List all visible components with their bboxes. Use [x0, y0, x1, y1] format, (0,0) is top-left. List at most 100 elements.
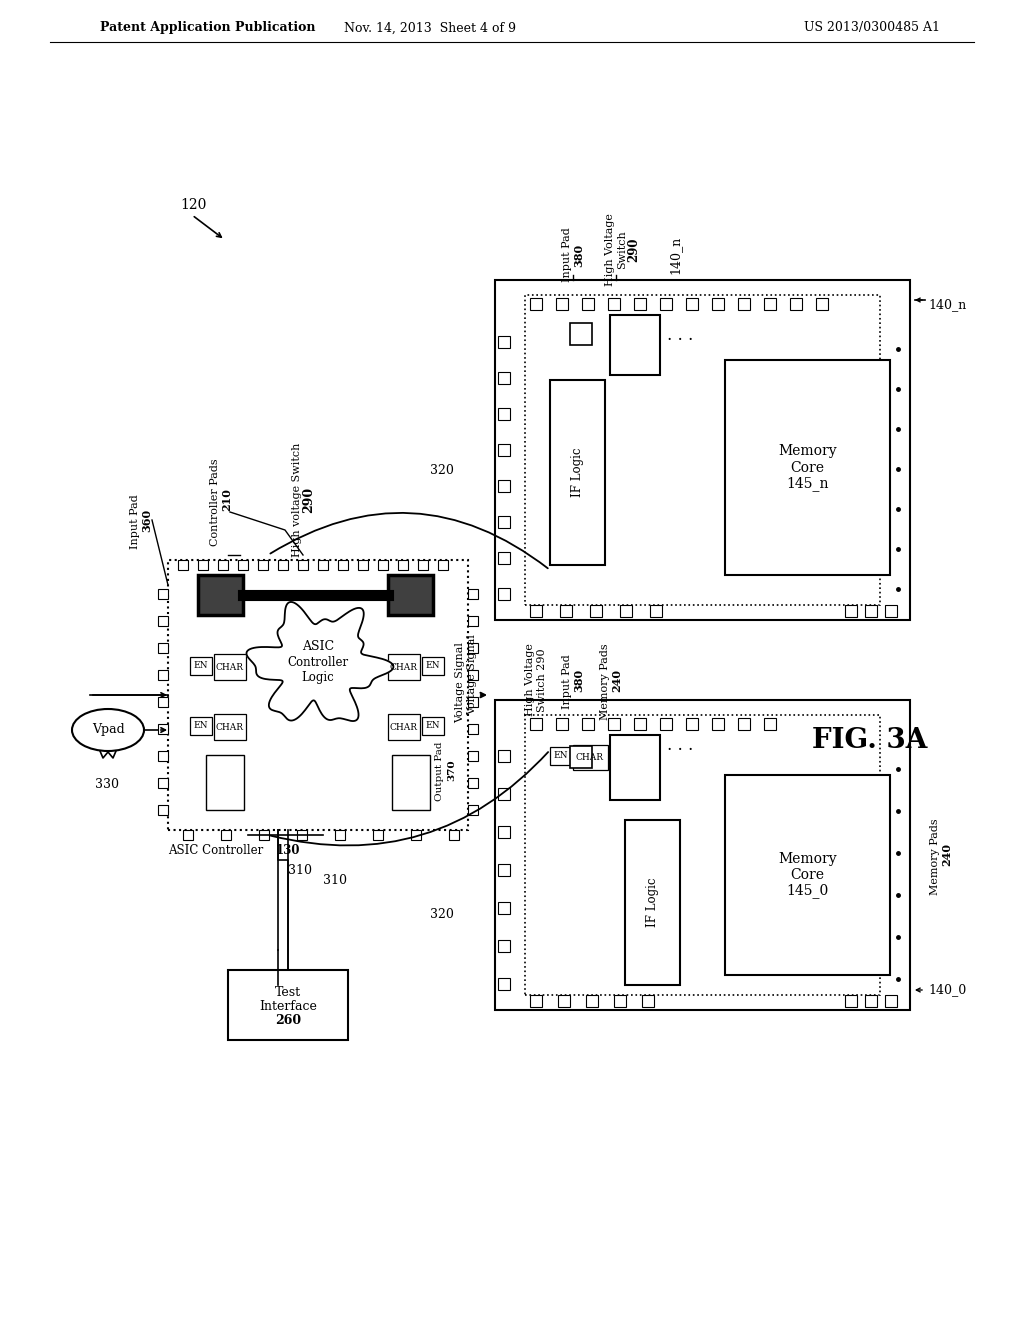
- Bar: [498, 552, 510, 564]
- Bar: [498, 337, 510, 348]
- Bar: [468, 697, 478, 708]
- Bar: [418, 560, 428, 570]
- Bar: [556, 298, 568, 310]
- Bar: [712, 718, 724, 730]
- Bar: [660, 718, 672, 730]
- Bar: [422, 717, 444, 735]
- Text: 360: 360: [141, 508, 153, 532]
- Bar: [198, 560, 208, 570]
- Text: Voltage Signal: Voltage Signal: [455, 643, 465, 723]
- Bar: [438, 560, 449, 570]
- Text: Vpad: Vpad: [91, 723, 124, 737]
- Bar: [498, 444, 510, 455]
- Text: CHAR: CHAR: [216, 663, 244, 672]
- Bar: [495, 700, 910, 1010]
- Bar: [158, 805, 168, 814]
- Bar: [221, 830, 231, 840]
- Text: 320: 320: [430, 908, 454, 921]
- Text: 140_n: 140_n: [669, 236, 682, 275]
- Text: 310: 310: [323, 874, 347, 887]
- Bar: [238, 560, 248, 570]
- Text: CHAR: CHAR: [390, 663, 418, 672]
- Bar: [764, 298, 776, 310]
- Bar: [498, 372, 510, 384]
- Bar: [498, 902, 510, 913]
- Text: 320: 320: [430, 463, 454, 477]
- Bar: [158, 777, 168, 788]
- Text: ASIC: ASIC: [302, 640, 334, 653]
- Text: EN: EN: [554, 751, 568, 760]
- Bar: [530, 995, 542, 1007]
- Bar: [865, 605, 877, 616]
- Text: 260: 260: [274, 1015, 301, 1027]
- Text: US 2013/0300485 A1: US 2013/0300485 A1: [804, 21, 940, 34]
- Bar: [468, 777, 478, 788]
- Bar: [498, 978, 510, 990]
- Bar: [388, 653, 420, 680]
- Text: Test: Test: [274, 986, 301, 999]
- Bar: [498, 408, 510, 420]
- Text: 240: 240: [611, 668, 623, 692]
- Bar: [738, 298, 750, 310]
- Text: Memory Pads: Memory Pads: [600, 640, 610, 721]
- Text: Core: Core: [791, 461, 824, 474]
- Text: Controller Pads: Controller Pads: [210, 454, 220, 545]
- Bar: [468, 589, 478, 599]
- Bar: [610, 315, 660, 375]
- Text: 130: 130: [276, 843, 300, 857]
- Text: ASIC Controller: ASIC Controller: [168, 843, 267, 857]
- Text: CHAR: CHAR: [575, 754, 604, 763]
- Text: 145_0: 145_0: [786, 883, 828, 899]
- Bar: [449, 830, 459, 840]
- Polygon shape: [247, 602, 393, 721]
- Text: Nov. 14, 2013  Sheet 4 of 9: Nov. 14, 2013 Sheet 4 of 9: [344, 21, 516, 34]
- Bar: [885, 995, 897, 1007]
- Bar: [468, 805, 478, 814]
- Bar: [278, 560, 288, 570]
- Bar: [206, 755, 244, 810]
- Bar: [620, 605, 632, 616]
- Bar: [214, 714, 246, 741]
- Bar: [816, 298, 828, 310]
- Text: Switch: Switch: [617, 231, 627, 269]
- Text: 330: 330: [95, 779, 119, 792]
- Bar: [790, 298, 802, 310]
- Text: Memory: Memory: [778, 851, 837, 866]
- Bar: [498, 865, 510, 876]
- Bar: [885, 605, 897, 616]
- Bar: [634, 298, 646, 310]
- Bar: [388, 714, 420, 741]
- Bar: [183, 830, 193, 840]
- Bar: [634, 718, 646, 730]
- Bar: [198, 576, 243, 615]
- Bar: [373, 830, 383, 840]
- Bar: [550, 380, 605, 565]
- Bar: [498, 587, 510, 601]
- Bar: [686, 718, 698, 730]
- Bar: [570, 746, 592, 768]
- Bar: [590, 605, 602, 616]
- Bar: [865, 995, 877, 1007]
- Bar: [650, 605, 662, 616]
- Text: 310: 310: [288, 863, 312, 876]
- Bar: [388, 576, 433, 615]
- Bar: [550, 747, 572, 766]
- Bar: [411, 830, 421, 840]
- Text: Interface: Interface: [259, 1001, 317, 1014]
- Bar: [530, 718, 542, 730]
- Text: Input Pad: Input Pad: [130, 491, 140, 549]
- Bar: [214, 653, 246, 680]
- Bar: [642, 995, 654, 1007]
- Ellipse shape: [72, 709, 144, 751]
- Text: Core: Core: [791, 869, 824, 882]
- Bar: [158, 723, 168, 734]
- Text: Input Pad: Input Pad: [562, 227, 572, 282]
- Bar: [525, 715, 880, 995]
- Text: 140_n: 140_n: [928, 298, 967, 312]
- Text: High Voltage: High Voltage: [525, 644, 535, 717]
- Text: EN: EN: [194, 661, 208, 671]
- Bar: [422, 657, 444, 675]
- Bar: [158, 751, 168, 762]
- Bar: [298, 560, 308, 570]
- Bar: [582, 298, 594, 310]
